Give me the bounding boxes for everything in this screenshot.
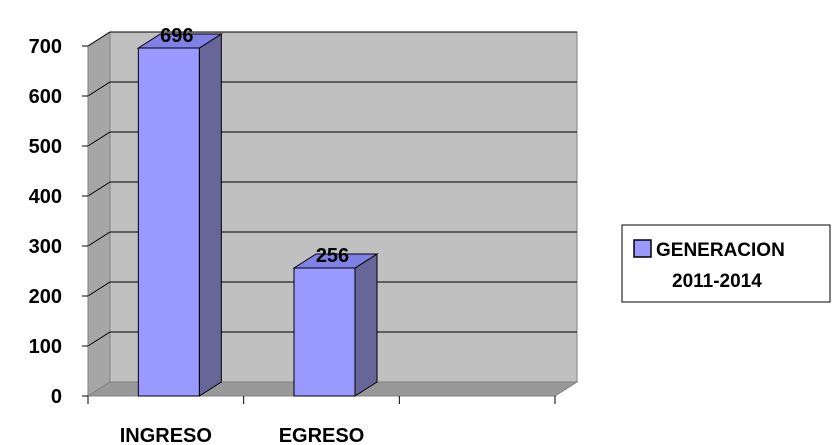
y-tick-label-400: 400: [29, 186, 62, 208]
gridline-200: [87, 281, 577, 297]
y-tick-label-200: 200: [29, 286, 62, 308]
bar-front: [137, 47, 200, 397]
y-tick-label-500: 500: [29, 136, 62, 158]
data-labels: 696 256: [160, 25, 349, 267]
bar-egreso: [292, 253, 379, 397]
gridline-100: [87, 331, 577, 347]
y-tick-label-100: 100: [29, 336, 62, 358]
y-tick-label-300: 300: [29, 236, 62, 258]
gridlines: [87, 31, 577, 347]
gridline-500: [87, 131, 577, 147]
legend-box: [621, 224, 831, 303]
data-label-696: 696: [160, 25, 193, 47]
legend-swatch: [633, 239, 652, 258]
x-tick-label-ingreso: INGRESO: [120, 425, 212, 445]
side-wall: [87, 31, 111, 397]
gridline-400: [87, 181, 577, 197]
y-tick-label-0: 0: [51, 386, 62, 408]
x-tick-label-egreso: EGRESO: [279, 425, 365, 445]
bar-front: [293, 267, 356, 397]
bar-side: [354, 253, 378, 397]
y-axis: 0 100 200 300 400 500 600 700: [29, 36, 89, 408]
bar-ingreso: [136, 33, 224, 397]
gridline-300: [87, 231, 577, 247]
legend: GENERACION 2011-2014: [621, 224, 831, 303]
bar-side: [198, 33, 222, 397]
x-axis: INGRESO EGRESO: [87, 395, 556, 445]
bars: [136, 33, 379, 397]
legend-label-line1: GENERACION: [656, 240, 785, 261]
y-tick-label-600: 600: [29, 86, 62, 108]
gridline-700: [87, 31, 577, 47]
gridline-600: [87, 81, 577, 97]
legend-label-line2: 2011-2014: [672, 271, 762, 292]
y-tick-label-700: 700: [29, 36, 62, 58]
data-label-256: 256: [316, 245, 349, 267]
